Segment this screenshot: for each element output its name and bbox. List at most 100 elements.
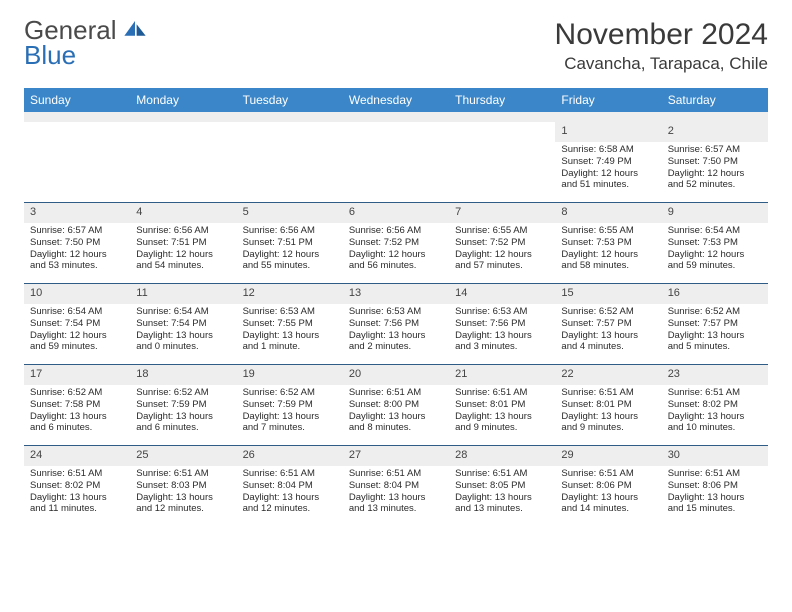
day-details: Sunrise: 6:51 AMSunset: 8:04 PMDaylight:…: [343, 466, 449, 520]
day-of-week-header: Sunday Monday Tuesday Wednesday Thursday…: [24, 88, 768, 112]
sunrise-text: Sunrise: 6:53 AM: [349, 306, 443, 318]
sunrise-text: Sunrise: 6:52 AM: [668, 306, 762, 318]
day-cell: 12Sunrise: 6:53 AMSunset: 7:55 PMDayligh…: [237, 284, 343, 364]
daylight-text: Daylight: 12 hours and 51 minutes.: [561, 168, 655, 192]
day-number: 20: [343, 365, 449, 385]
day-number: [130, 122, 236, 142]
sunset-text: Sunset: 7:50 PM: [30, 237, 124, 249]
sunrise-text: Sunrise: 6:57 AM: [668, 144, 762, 156]
day-number: 6: [343, 203, 449, 223]
week-row: 3Sunrise: 6:57 AMSunset: 7:50 PMDaylight…: [24, 202, 768, 283]
sunrise-text: Sunrise: 6:51 AM: [561, 387, 655, 399]
day-cell: 15Sunrise: 6:52 AMSunset: 7:57 PMDayligh…: [555, 284, 661, 364]
location-text: Cavancha, Tarapaca, Chile: [555, 54, 768, 74]
sunset-text: Sunset: 8:01 PM: [561, 399, 655, 411]
day-cell: 18Sunrise: 6:52 AMSunset: 7:59 PMDayligh…: [130, 365, 236, 445]
daylight-text: Daylight: 13 hours and 13 minutes.: [349, 492, 443, 516]
sunrise-text: Sunrise: 6:52 AM: [243, 387, 337, 399]
day-details: Sunrise: 6:56 AMSunset: 7:51 PMDaylight:…: [130, 223, 236, 277]
sunset-text: Sunset: 8:02 PM: [30, 480, 124, 492]
day-number: 16: [662, 284, 768, 304]
day-cell: [24, 122, 130, 202]
daylight-text: Daylight: 12 hours and 52 minutes.: [668, 168, 762, 192]
day-cell: [130, 122, 236, 202]
day-details: Sunrise: 6:53 AMSunset: 7:55 PMDaylight:…: [237, 304, 343, 358]
day-number: [343, 122, 449, 142]
daylight-text: Daylight: 13 hours and 14 minutes.: [561, 492, 655, 516]
day-details: Sunrise: 6:52 AMSunset: 7:57 PMDaylight:…: [555, 304, 661, 358]
sunset-text: Sunset: 7:55 PM: [243, 318, 337, 330]
day-number: 5: [237, 203, 343, 223]
sunrise-text: Sunrise: 6:56 AM: [349, 225, 443, 237]
weeks-container: 1Sunrise: 6:58 AMSunset: 7:49 PMDaylight…: [24, 122, 768, 526]
day-number: 25: [130, 446, 236, 466]
sunrise-text: Sunrise: 6:51 AM: [349, 468, 443, 480]
sunrise-text: Sunrise: 6:54 AM: [136, 306, 230, 318]
day-details: Sunrise: 6:57 AMSunset: 7:50 PMDaylight:…: [662, 142, 768, 196]
sunrise-text: Sunrise: 6:51 AM: [349, 387, 443, 399]
day-number: [449, 122, 555, 142]
daylight-text: Daylight: 13 hours and 2 minutes.: [349, 330, 443, 354]
day-number: 28: [449, 446, 555, 466]
day-cell: 6Sunrise: 6:56 AMSunset: 7:52 PMDaylight…: [343, 203, 449, 283]
sunset-text: Sunset: 8:04 PM: [243, 480, 337, 492]
week-row: 10Sunrise: 6:54 AMSunset: 7:54 PMDayligh…: [24, 283, 768, 364]
day-details: Sunrise: 6:54 AMSunset: 7:54 PMDaylight:…: [130, 304, 236, 358]
daylight-text: Daylight: 13 hours and 1 minute.: [243, 330, 337, 354]
calendar-page: GeneralBlue November 2024 Cavancha, Tara…: [0, 0, 792, 612]
day-cell: 4Sunrise: 6:56 AMSunset: 7:51 PMDaylight…: [130, 203, 236, 283]
sunrise-text: Sunrise: 6:51 AM: [668, 387, 762, 399]
sunset-text: Sunset: 8:02 PM: [668, 399, 762, 411]
day-details: Sunrise: 6:53 AMSunset: 7:56 PMDaylight:…: [343, 304, 449, 358]
daylight-text: Daylight: 12 hours and 59 minutes.: [668, 249, 762, 273]
day-details: Sunrise: 6:51 AMSunset: 8:05 PMDaylight:…: [449, 466, 555, 520]
day-number: 18: [130, 365, 236, 385]
day-number: 17: [24, 365, 130, 385]
day-cell: 27Sunrise: 6:51 AMSunset: 8:04 PMDayligh…: [343, 446, 449, 526]
day-cell: 26Sunrise: 6:51 AMSunset: 8:04 PMDayligh…: [237, 446, 343, 526]
sunrise-text: Sunrise: 6:55 AM: [561, 225, 655, 237]
brand-part2: Blue: [24, 43, 147, 68]
day-cell: 28Sunrise: 6:51 AMSunset: 8:05 PMDayligh…: [449, 446, 555, 526]
day-details: Sunrise: 6:51 AMSunset: 8:03 PMDaylight:…: [130, 466, 236, 520]
sail-icon: [121, 18, 147, 43]
daylight-text: Daylight: 13 hours and 12 minutes.: [136, 492, 230, 516]
daylight-text: Daylight: 12 hours and 55 minutes.: [243, 249, 337, 273]
daylight-text: Daylight: 12 hours and 59 minutes.: [30, 330, 124, 354]
daylight-text: Daylight: 13 hours and 0 minutes.: [136, 330, 230, 354]
day-details: Sunrise: 6:51 AMSunset: 8:04 PMDaylight:…: [237, 466, 343, 520]
day-number: 7: [449, 203, 555, 223]
title-block: November 2024 Cavancha, Tarapaca, Chile: [555, 18, 768, 74]
day-number: 14: [449, 284, 555, 304]
day-cell: 8Sunrise: 6:55 AMSunset: 7:53 PMDaylight…: [555, 203, 661, 283]
daylight-text: Daylight: 13 hours and 9 minutes.: [455, 411, 549, 435]
sunset-text: Sunset: 8:06 PM: [561, 480, 655, 492]
day-number: [237, 122, 343, 142]
week-row: 1Sunrise: 6:58 AMSunset: 7:49 PMDaylight…: [24, 122, 768, 202]
day-cell: 22Sunrise: 6:51 AMSunset: 8:01 PMDayligh…: [555, 365, 661, 445]
sunset-text: Sunset: 7:52 PM: [349, 237, 443, 249]
day-number: 22: [555, 365, 661, 385]
day-number: 30: [662, 446, 768, 466]
dow-sunday: Sunday: [24, 88, 130, 112]
day-cell: 9Sunrise: 6:54 AMSunset: 7:53 PMDaylight…: [662, 203, 768, 283]
header-spacer: [24, 112, 768, 122]
day-number: 15: [555, 284, 661, 304]
dow-tuesday: Tuesday: [237, 88, 343, 112]
sunrise-text: Sunrise: 6:53 AM: [243, 306, 337, 318]
sunrise-text: Sunrise: 6:58 AM: [561, 144, 655, 156]
daylight-text: Daylight: 13 hours and 6 minutes.: [136, 411, 230, 435]
sunset-text: Sunset: 7:59 PM: [136, 399, 230, 411]
sunset-text: Sunset: 7:53 PM: [668, 237, 762, 249]
day-number: 3: [24, 203, 130, 223]
sunrise-text: Sunrise: 6:54 AM: [30, 306, 124, 318]
sunset-text: Sunset: 7:57 PM: [561, 318, 655, 330]
sunset-text: Sunset: 7:56 PM: [455, 318, 549, 330]
sunset-text: Sunset: 8:04 PM: [349, 480, 443, 492]
daylight-text: Daylight: 12 hours and 57 minutes.: [455, 249, 549, 273]
daylight-text: Daylight: 13 hours and 5 minutes.: [668, 330, 762, 354]
day-details: Sunrise: 6:52 AMSunset: 7:58 PMDaylight:…: [24, 385, 130, 439]
sunrise-text: Sunrise: 6:56 AM: [243, 225, 337, 237]
day-cell: 24Sunrise: 6:51 AMSunset: 8:02 PMDayligh…: [24, 446, 130, 526]
day-details: Sunrise: 6:51 AMSunset: 8:01 PMDaylight:…: [449, 385, 555, 439]
